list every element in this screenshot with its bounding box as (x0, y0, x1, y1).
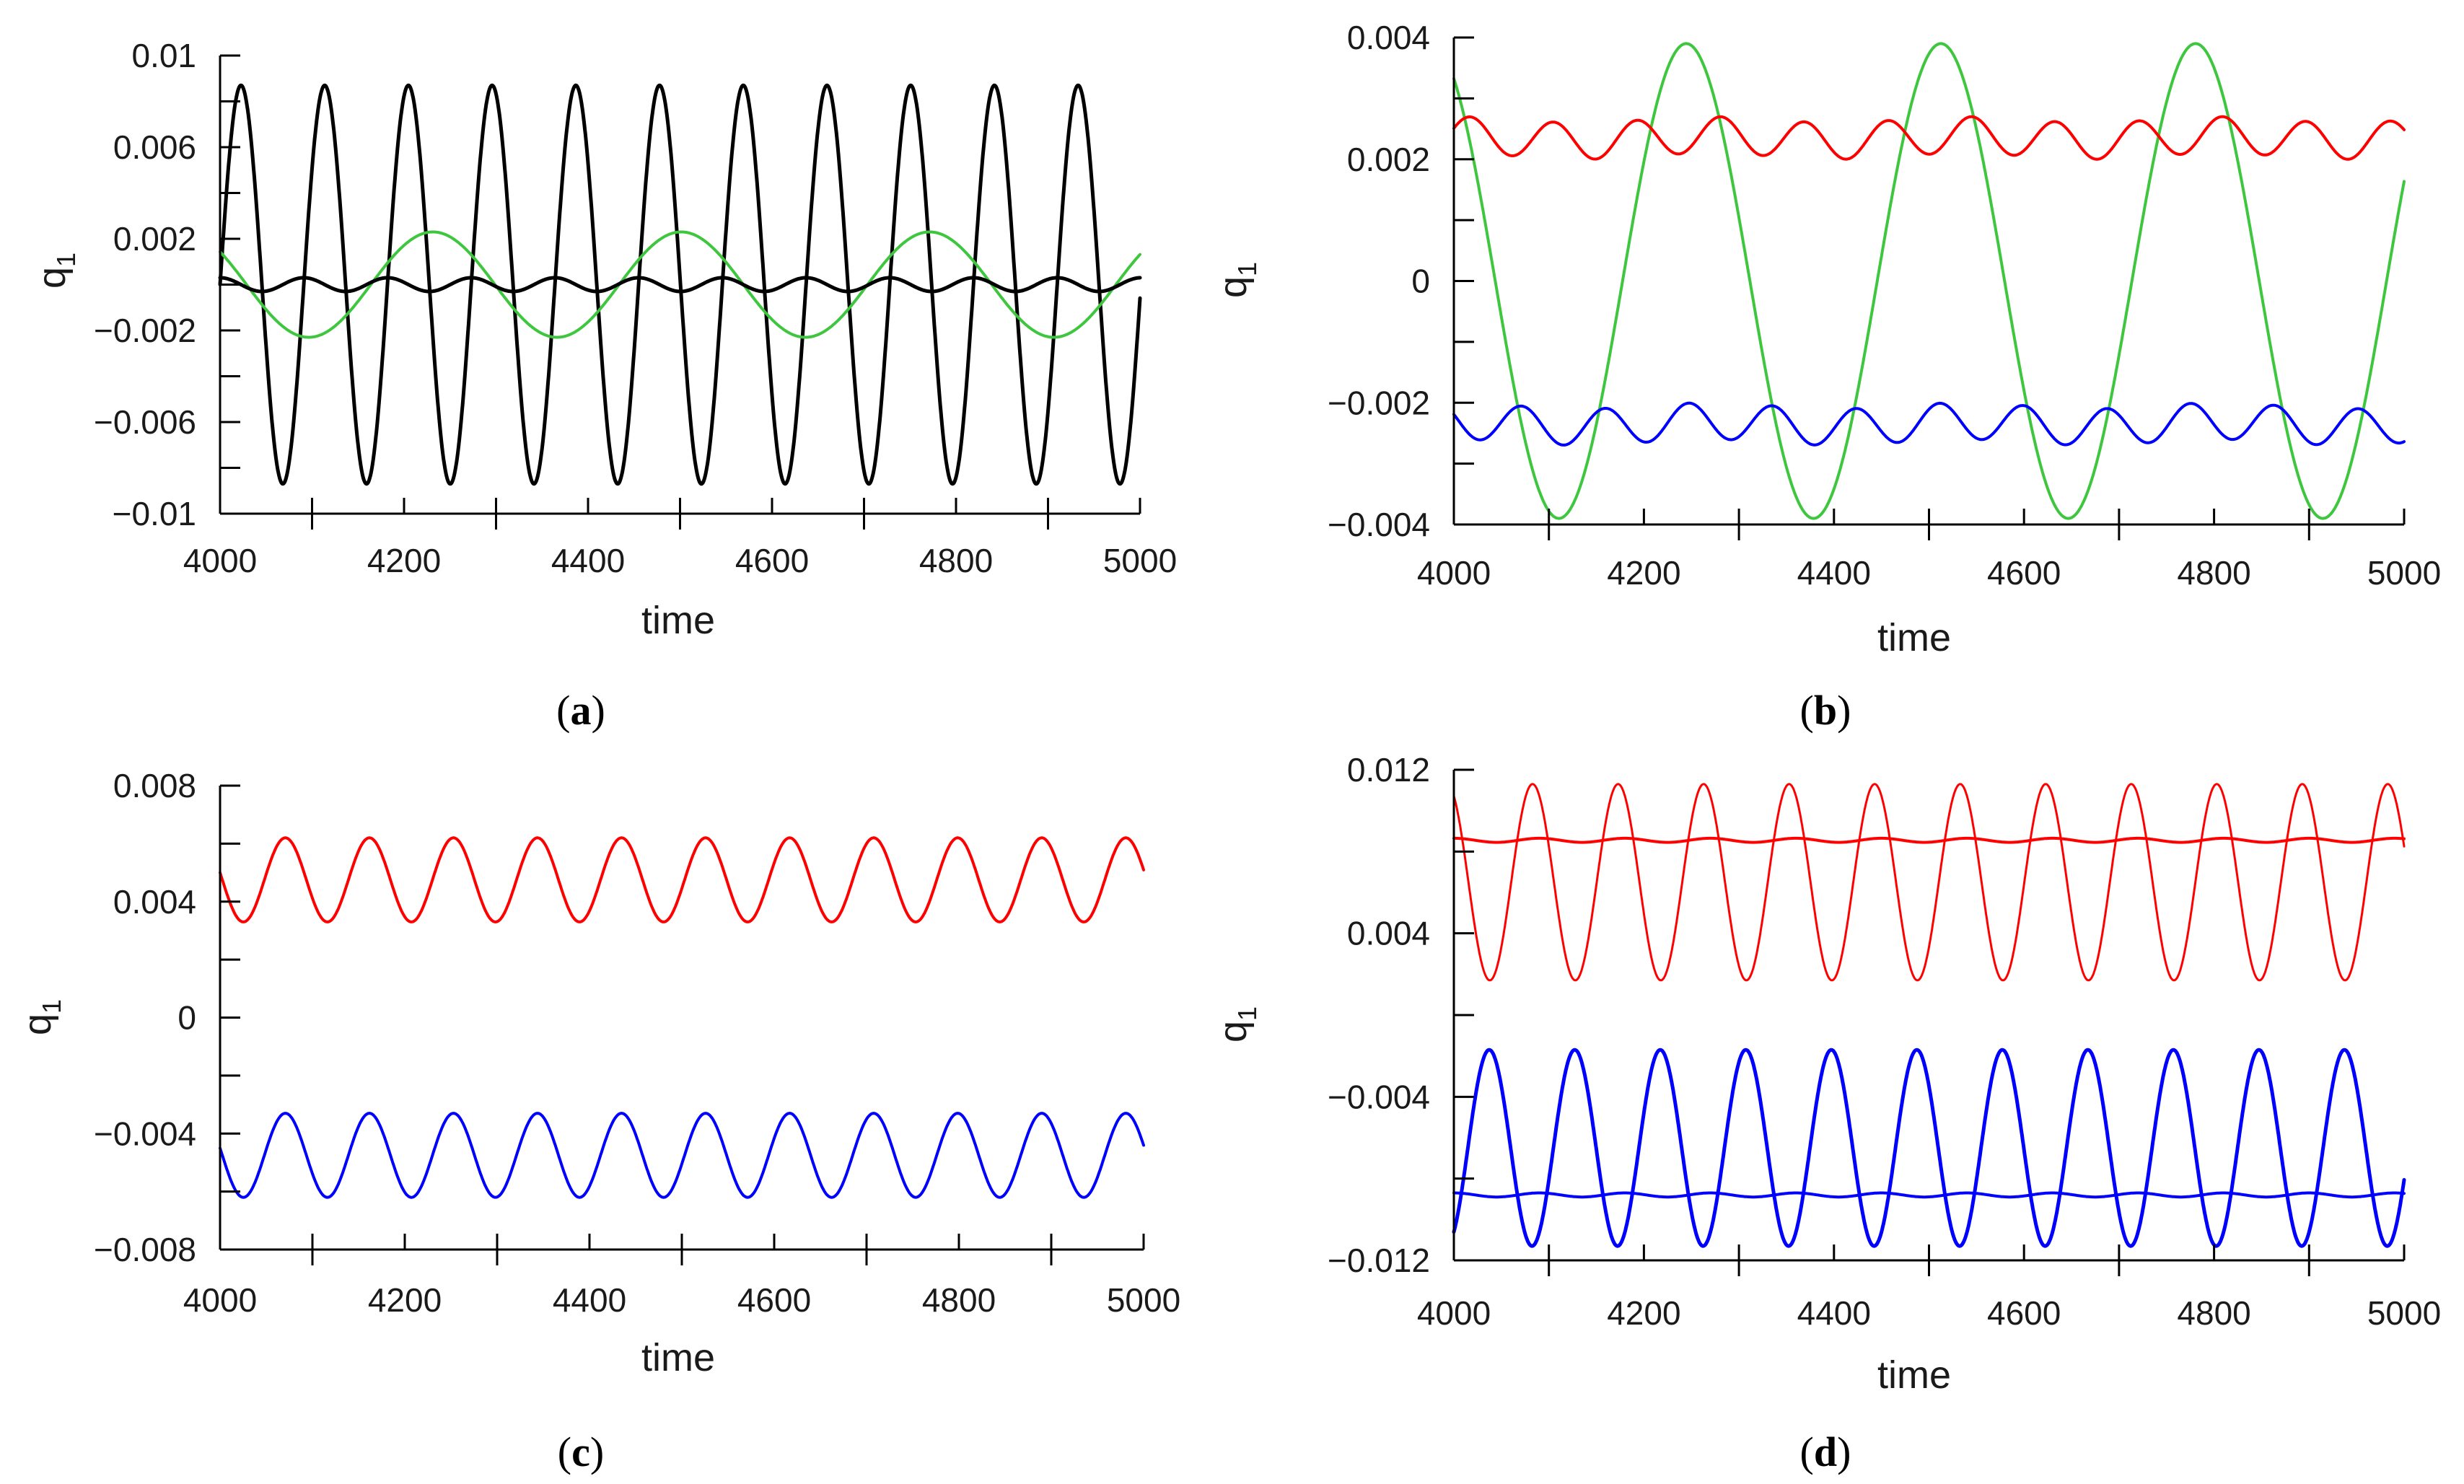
panel-a-y-tick-label: 0.002 (113, 220, 196, 258)
panel-d-y-tick-label: 0.004 (1347, 915, 1430, 952)
panel-d-series (1452, 783, 2406, 1248)
panel-d-x-tick-label: 4000 (1417, 1294, 1491, 1332)
panel-a-y-axis-label: q1 (30, 253, 81, 289)
panel-d-y-axis-label: q1 (1211, 1006, 1262, 1042)
panel-a-y-tick-label: −0.006 (94, 403, 196, 441)
panel-a-y-tick-label: 0.01 (131, 37, 196, 74)
panel-b-y-tick-label: 0.002 (1347, 141, 1430, 178)
panel-a-x-tick-label: 4800 (919, 542, 993, 579)
panel-a-y-tick-label: 0.006 (113, 128, 196, 166)
panel-c-y-tick-label: 0.008 (113, 767, 196, 804)
panel-b: 0.004 0.002 0 −0.002 −0.004 4000 4200 4400 4600… (1211, 19, 2441, 734)
panel-a-series-3 (218, 276, 1142, 294)
panel-c-y-ticks: 0.008 0.004 0 −0.004 −0.008 (94, 767, 240, 1268)
panel-a-x-axis-label: time (641, 599, 715, 642)
panel-a-caption: (a) (556, 687, 605, 734)
panel-d-series-2 (1452, 836, 2406, 844)
panel-a-y-tick-label: −0.002 (94, 312, 196, 349)
panel-c-y-tick-label: −0.004 (94, 1115, 196, 1152)
panel-b-series-1 (1452, 42, 2406, 520)
panel-d-x-ticks: 4000 4200 4400 4600 4800 5000 (1417, 1244, 2441, 1332)
panel-b-y-tick-label: −0.004 (1328, 506, 1430, 543)
panel-b-y-tick-label: −0.002 (1328, 384, 1430, 421)
panel-b-series-2 (1452, 115, 2406, 161)
panel-a-x-ticks: 4000 4200 4400 4600 4800 5000 (183, 498, 1177, 579)
panel-a-y-tick-label: −0.01 (113, 495, 196, 532)
panel-d-x-tick-label: 4400 (1797, 1294, 1871, 1332)
panel-b-x-axis-label: time (1877, 616, 1951, 659)
panel-b-series (1452, 42, 2406, 520)
panel-b-x-tick-label: 4800 (2177, 554, 2250, 592)
panel-c: 0.008 0.004 0 −0.004 −0.008 4000 4200 4400 4600… (16, 767, 1180, 1475)
panel-d-y-tick-label: −0.004 (1328, 1078, 1430, 1115)
panel-d-caption: (d) (1800, 1428, 1851, 1475)
panel-c-x-tick-label: 4200 (368, 1281, 442, 1319)
panel-a-x-tick-label: 4200 (367, 542, 441, 579)
panel-d-x-tick-label: 4800 (2177, 1294, 2250, 1332)
panel-d-y-ticks: 0.012 0.004 −0.004 −0.012 (1328, 751, 1474, 1279)
panel-b-y-axis-label: q1 (1211, 262, 1262, 298)
panel-d-x-tick-label: 5000 (2367, 1294, 2441, 1332)
panel-d-x-tick-label: 4600 (1987, 1294, 2061, 1332)
panel-b-y-tick-label: 0 (1411, 263, 1430, 300)
panel-a-series-1 (218, 83, 1142, 486)
panel-d-series-1 (1452, 783, 2406, 982)
panel-b-x-tick-label: 4200 (1607, 554, 1680, 592)
panel-c-axes (219, 786, 1144, 1251)
panel-b-x-tick-label: 4400 (1797, 554, 1871, 592)
panel-c-x-tick-label: 4000 (183, 1281, 257, 1319)
panel-d-series-3 (1452, 1048, 2406, 1248)
panel-c-x-ticks: 4000 4200 4400 4600 4800 5000 (183, 1234, 1180, 1319)
panel-b-y-tick-label: 0.004 (1347, 19, 1430, 56)
panel-d-x-axis-label: time (1877, 1353, 1951, 1397)
panel-c-x-tick-label: 4600 (737, 1281, 811, 1319)
panel-c-y-axis-label: q1 (16, 999, 66, 1035)
panel-c-series-2 (219, 1112, 1145, 1199)
panel-c-series-1 (219, 836, 1145, 923)
panel-a-x-tick-label: 5000 (1103, 542, 1177, 579)
panel-b-x-tick-label: 5000 (2367, 554, 2441, 592)
panel-c-x-axis-label: time (641, 1336, 715, 1379)
panel-b-x-tick-label: 4000 (1417, 554, 1491, 592)
panel-c-y-tick-label: 0 (177, 999, 196, 1037)
panel-c-x-tick-label: 4400 (553, 1281, 626, 1319)
panel-b-axes (1452, 38, 2404, 526)
panel-b-x-ticks: 4000 4200 4400 4600 4800 5000 (1417, 509, 2441, 592)
panel-c-y-tick-label: −0.008 (94, 1231, 196, 1268)
panel-c-series (219, 836, 1145, 1199)
panel-c-caption: (c) (558, 1428, 604, 1475)
panel-d-x-tick-label: 4200 (1607, 1294, 1680, 1332)
panel-b-series-3 (1452, 401, 2406, 447)
panel-c-x-tick-label: 4800 (922, 1281, 996, 1319)
panel-d-y-tick-label: −0.012 (1328, 1242, 1430, 1279)
panel-c-x-tick-label: 5000 (1107, 1281, 1180, 1319)
panel-d-series-4 (1452, 1191, 2406, 1199)
panel-b-x-tick-label: 4600 (1987, 554, 2061, 592)
panel-c-y-tick-label: 0.004 (113, 883, 196, 921)
panel-a-x-tick-label: 4400 (551, 542, 625, 579)
panel-a-series (218, 83, 1142, 486)
panel-d-y-tick-label: 0.012 (1347, 751, 1430, 789)
panel-b-y-ticks: 0.004 0.002 0 −0.002 −0.004 (1328, 19, 1474, 543)
panel-a-x-tick-label: 4000 (183, 542, 257, 579)
panel-a: 0.01 0.006 0.002 −0.002 −0.006 −0.01 4000 4200… (30, 37, 1177, 734)
panel-a-x-tick-label: 4600 (735, 542, 809, 579)
panel-a-y-ticks: 0.01 0.006 0.002 −0.002 −0.006 −0.01 (94, 37, 240, 532)
panel-b-caption: (b) (1800, 687, 1851, 734)
